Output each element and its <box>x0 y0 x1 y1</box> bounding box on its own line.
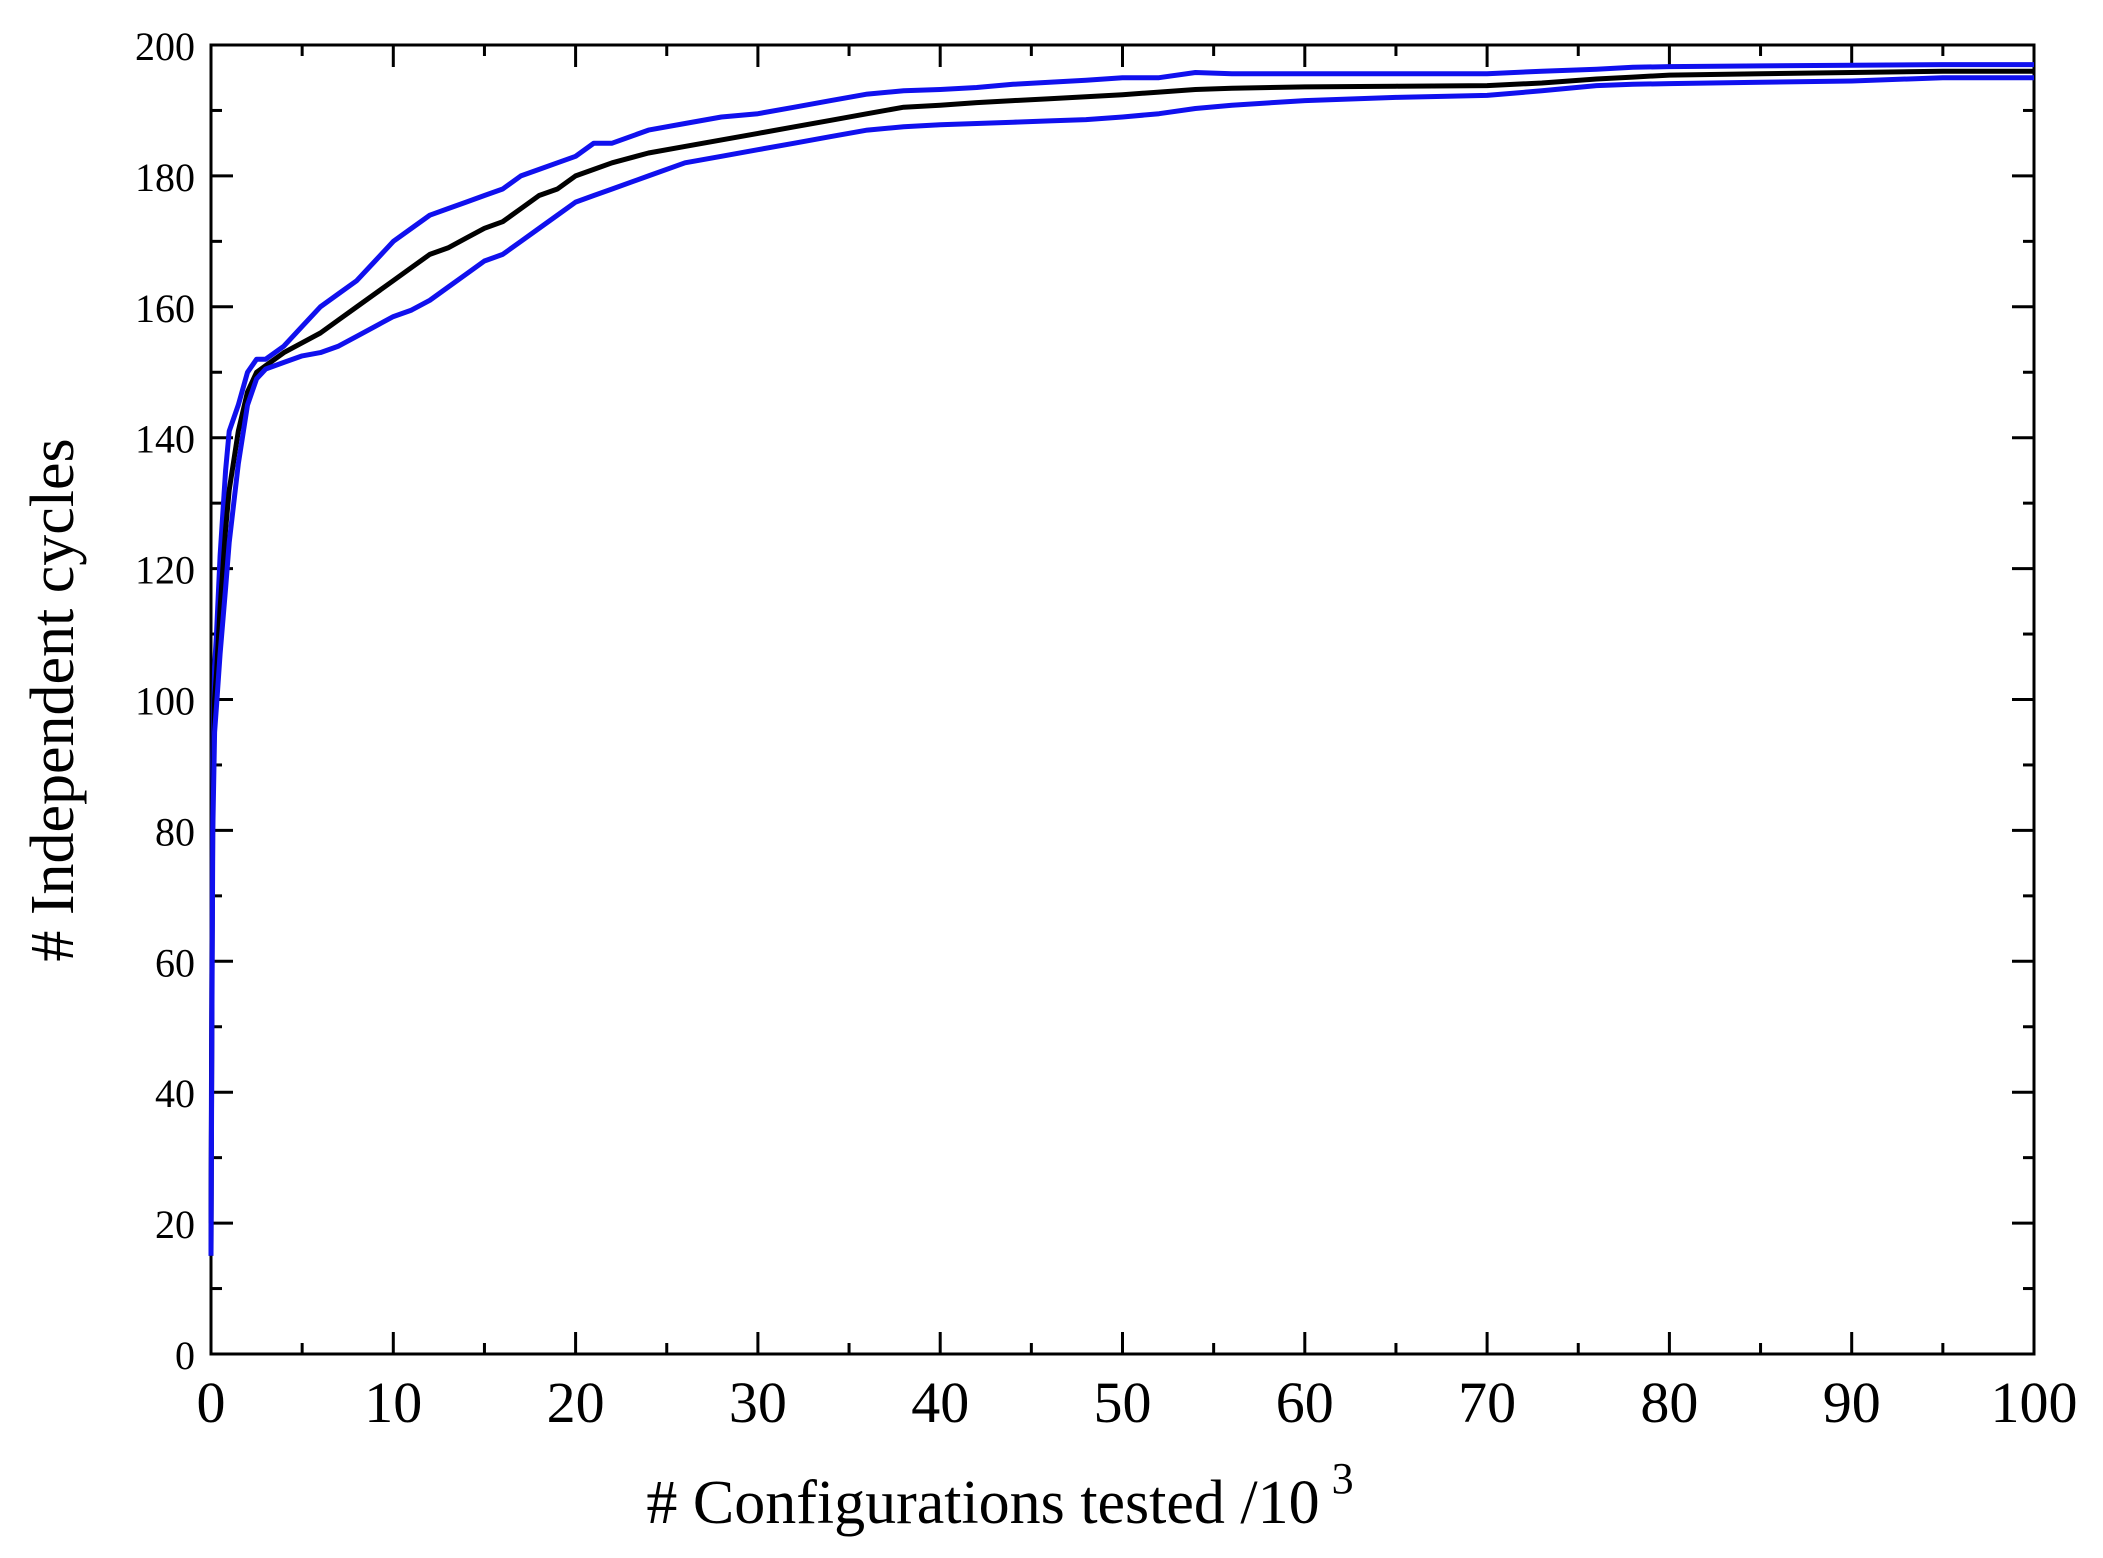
y-tick-labels: 0 20 40 60 80 100 120 140 160 180 200 <box>135 24 195 1378</box>
y-tick-label: 60 <box>155 940 195 985</box>
y-tick-label: 120 <box>135 548 195 593</box>
x-axis-title: # Configurations tested /10 3 <box>646 1454 1353 1537</box>
x-tick-label: 80 <box>1640 1370 1698 1435</box>
x-tick-label: 40 <box>911 1370 969 1435</box>
series-layer <box>208 62 2034 1256</box>
y-tick-label: 20 <box>155 1202 195 1247</box>
y-tick-label: 100 <box>135 679 195 724</box>
x-tick-label: 20 <box>547 1370 605 1435</box>
y-tick-label: 160 <box>135 286 195 331</box>
x-tick-label: 60 <box>1276 1370 1334 1435</box>
x-tick-label: 50 <box>1094 1370 1152 1435</box>
x-axis-title-superscript: 3 <box>1332 1454 1354 1503</box>
y-tick-label: 0 <box>175 1333 195 1378</box>
x-tick-label: 90 <box>1823 1370 1881 1435</box>
y-tick-label: 80 <box>155 809 195 854</box>
x-tick-label: 30 <box>729 1370 787 1435</box>
y-tick-label: 40 <box>155 1071 195 1116</box>
x-tick-label: 10 <box>364 1370 422 1435</box>
y-axis-title: # Independent cycles <box>19 438 87 961</box>
series-line-upper-bound <box>208 62 2034 1224</box>
x-tick-label: 0 <box>197 1370 226 1435</box>
series-line-lower-bound <box>208 75 2034 1256</box>
y-tick-label: 180 <box>135 155 195 200</box>
y-tick-label: 140 <box>135 417 195 462</box>
x-tick-label: 70 <box>1458 1370 1516 1435</box>
y-tick-label: 200 <box>135 24 195 69</box>
plot-area <box>209 43 2036 1356</box>
x-tick-labels: 0 10 20 30 40 50 60 70 80 90 100 <box>197 1370 2078 1435</box>
series-line-mean <box>208 68 2034 1256</box>
x-axis-title-text: # Configurations tested /10 <box>646 1469 1319 1537</box>
x-tick-label: 100 <box>1991 1370 2078 1435</box>
